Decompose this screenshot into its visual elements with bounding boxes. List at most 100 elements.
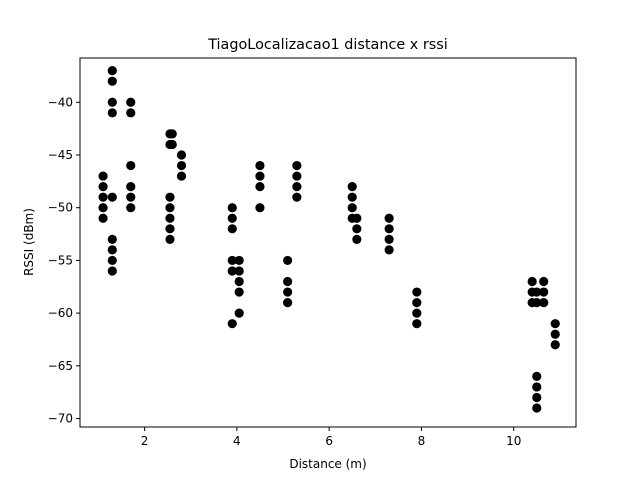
data-point [126, 192, 136, 202]
data-point [234, 308, 244, 318]
data-point [292, 160, 302, 171]
data-point [98, 203, 108, 213]
data-point [532, 392, 542, 403]
y-axis-ticks: −40 −45 −50 −55 −60 −65 −70 [48, 95, 80, 426]
x-tick-label: 4 [233, 434, 241, 448]
data-point [550, 340, 560, 350]
data-point [165, 213, 175, 223]
data-point [384, 224, 394, 234]
data-point [283, 287, 293, 297]
data-point [255, 160, 265, 171]
data-point [532, 371, 542, 381]
y-axis-label: RSSI (dBm) [22, 208, 36, 276]
data-point [412, 319, 422, 329]
data-point [98, 182, 108, 192]
data-point [176, 150, 187, 160]
data-point [412, 297, 422, 308]
data-point [292, 171, 302, 181]
data-point [412, 287, 422, 297]
data-point [283, 297, 293, 308]
data-point [165, 234, 175, 244]
data-point [532, 287, 542, 297]
data-point [539, 276, 549, 287]
data-point [352, 213, 362, 223]
x-tick-label: 10 [506, 434, 521, 448]
data-point [234, 287, 244, 297]
data-point [107, 76, 117, 86]
data-point [234, 266, 244, 276]
data-point [234, 255, 244, 266]
data-point [227, 224, 237, 234]
data-point [352, 234, 362, 244]
x-tick-label: 8 [418, 434, 426, 448]
data-point [539, 297, 549, 308]
data-point [167, 139, 177, 150]
data-point [227, 266, 237, 276]
data-point [98, 192, 108, 202]
data-point [283, 276, 293, 287]
data-point [227, 255, 237, 266]
data-point [347, 203, 357, 213]
data-point [126, 182, 136, 192]
chart-title: TiagoLocalizacao1 distance x rssi [207, 37, 448, 53]
data-point [227, 213, 237, 223]
data-point [532, 403, 542, 413]
data-point [167, 129, 177, 139]
data-point [255, 203, 265, 213]
data-point [126, 160, 136, 171]
data-point [255, 182, 265, 192]
data-point [107, 66, 117, 76]
y-tick-label: −60 [48, 306, 73, 320]
data-point [384, 213, 394, 223]
y-tick-label: −40 [48, 95, 73, 109]
data-point [384, 245, 394, 255]
data-point [255, 171, 265, 181]
x-tick-label: 6 [325, 434, 333, 448]
data-point [107, 245, 117, 255]
data-point [539, 287, 549, 297]
y-tick-label: −55 [48, 253, 73, 267]
y-tick-label: −70 [48, 412, 73, 426]
data-point [107, 255, 117, 266]
data-point [352, 224, 362, 234]
data-point [165, 192, 175, 202]
data-point [107, 234, 117, 244]
data-point [165, 203, 175, 213]
data-point [107, 108, 117, 118]
data-point [532, 382, 542, 392]
data-point [283, 255, 293, 266]
data-point [126, 203, 136, 213]
data-point [227, 319, 237, 329]
data-point [107, 266, 117, 276]
data-point [98, 171, 108, 181]
y-tick-label: −45 [48, 148, 73, 162]
data-point [126, 108, 136, 118]
data-point [107, 97, 117, 107]
data-point [550, 329, 560, 339]
data-point [347, 182, 357, 192]
x-tick-label: 2 [141, 434, 149, 448]
data-point [347, 192, 357, 202]
x-axis-ticks: 2 4 6 8 10 [141, 427, 521, 448]
y-tick-label: −50 [48, 201, 73, 215]
data-point [98, 213, 108, 223]
data-point [292, 182, 302, 192]
data-point [412, 308, 422, 318]
data-point [227, 203, 237, 213]
data-point [550, 319, 560, 329]
data-point [176, 171, 187, 181]
plot-area-frame [79, 57, 577, 428]
data-point [384, 234, 394, 244]
data-point [292, 192, 302, 202]
data-point [165, 224, 175, 234]
data-point [532, 297, 542, 308]
data-point [107, 192, 117, 202]
data-point [126, 97, 136, 107]
data-points [98, 66, 560, 413]
data-point [527, 276, 537, 287]
x-axis-label: Distance (m) [289, 457, 366, 471]
data-point [234, 276, 244, 287]
data-point [176, 160, 187, 171]
